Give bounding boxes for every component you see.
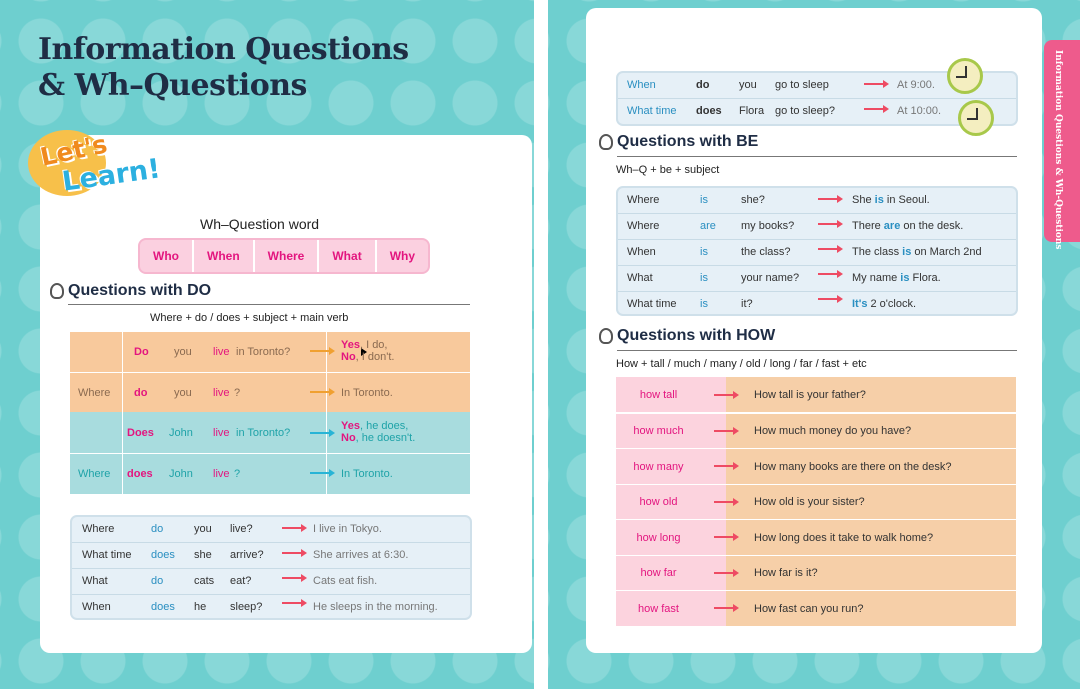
table-row: how long How long does it take to walk ho… (616, 519, 1016, 555)
side-tab-label: Information Questions & Wh-Questions (1053, 50, 1063, 250)
be-formula: Wh–Q + be + subject (616, 164, 720, 176)
table-row: Where are my books? There are on the des… (618, 214, 1016, 240)
section-rule (617, 156, 1017, 157)
arrow-right-icon (282, 574, 307, 582)
be-examples-table: Where is she? She is in Seoul. Where are… (616, 186, 1018, 316)
section-title: Questions with DO (68, 282, 212, 299)
do-table-row: Do you live in Toronto? Yes, I do, No, I… (134, 339, 395, 363)
arrow-right-icon (310, 429, 335, 437)
do-examples-table: Where do you live? I live in Tokyo. What… (70, 515, 472, 620)
arrow-right-icon (714, 604, 739, 612)
section-rule (617, 350, 1017, 351)
table-row: Where do you live? I live in Tokyo. (72, 517, 470, 543)
section-title: Questions with BE (617, 133, 759, 150)
arrow-right-icon (310, 347, 335, 355)
does-table-row: Where does John live ? In Toronto. (78, 468, 393, 480)
clock-icon (958, 100, 994, 136)
table-row: how far How far is it? (616, 554, 1016, 591)
arrow-right-icon (282, 599, 307, 607)
table-row: Where is she? She is in Seoul. (618, 188, 1016, 214)
wh-word-chip: Who (140, 240, 194, 272)
arrow-right-icon (864, 105, 889, 113)
arrow-right-icon (818, 295, 843, 303)
section-heading-be: Questions with BE (599, 133, 758, 151)
section-title: Questions with HOW (617, 327, 776, 344)
wh-word-chip: When (194, 240, 255, 272)
section-rule (68, 304, 470, 305)
table-row: how many How many books are there on the … (616, 448, 1016, 484)
arrow-right-icon (342, 348, 367, 356)
wh-word-chip: What (319, 240, 377, 272)
arrow-right-icon (714, 533, 739, 541)
table-row: What time does she arrive? She arrives a… (72, 543, 470, 569)
wh-word-chip: Where (255, 240, 320, 272)
table-row: When does he sleep? He sleeps in the mor… (82, 601, 438, 613)
arrow-right-icon (818, 245, 843, 253)
lightbulb-icon (599, 328, 613, 344)
arrow-right-icon (714, 462, 739, 470)
does-table-row: Does John live in Toronto? Yes, he does,… (127, 420, 416, 444)
section-heading-do: Questions with DO (50, 282, 211, 300)
arrow-right-icon (864, 80, 889, 88)
arrow-right-icon (310, 388, 335, 396)
arrow-right-icon (714, 427, 739, 435)
table-row: how much How much money do you have? (616, 412, 1016, 449)
arrow-right-icon (714, 498, 739, 506)
table-row: how old How old is your sister? (616, 483, 1016, 520)
lightbulb-icon (599, 134, 613, 150)
table-row: What time does Flora go to sleep? At 10:… (627, 105, 942, 117)
table-row: how fast How fast can you run? (616, 590, 1016, 626)
arrow-right-icon (310, 469, 335, 477)
do-formula: Where + do / does + subject + main verb (150, 312, 349, 324)
arrow-right-icon (282, 524, 307, 532)
arrow-right-icon (818, 220, 843, 228)
wh-word-chips: Who When Where What Why (138, 238, 431, 274)
arrow-right-icon (282, 549, 307, 557)
section-heading-how: Questions with HOW (599, 327, 775, 345)
lightbulb-icon (50, 283, 64, 299)
arrow-right-icon (818, 195, 843, 203)
table-row: What do cats eat? Cats eat fish. (72, 569, 470, 595)
arrow-right-icon (714, 391, 739, 399)
table-row: What is your name? My name is Flora. (618, 266, 1016, 292)
how-formula: How + tall / much / many / old / long / … (616, 358, 867, 370)
lets-learn-badge: Let's Learn! (28, 129, 162, 198)
clock-icon (947, 58, 983, 94)
table-row: What time is it? It's 2 o'clock. (627, 298, 917, 310)
table-row: When do you go to sleep At 9:00. (618, 73, 1016, 99)
how-table: how tall How tall is your father? how muc… (616, 377, 1016, 626)
wh-word-label: Wh–Question word (200, 216, 320, 232)
arrow-right-icon (714, 569, 739, 577)
chapter-side-tab[interactable]: Information Questions & Wh-Questions (1044, 40, 1080, 250)
wh-word-chip: Why (389, 249, 416, 263)
table-row: how tall How tall is your father? (616, 377, 1016, 412)
page-title: Information Questions & Wh–Questions (38, 32, 409, 103)
table-row: When is the class? The class is on March… (618, 240, 1016, 266)
do-table-row: Where do you live ? In Toronto. (78, 387, 393, 399)
arrow-right-icon (818, 270, 843, 278)
